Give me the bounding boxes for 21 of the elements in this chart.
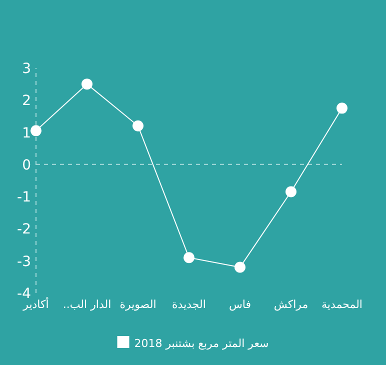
point (336, 102, 348, 114)
x-tick-label: فاس (228, 298, 252, 311)
point (184, 252, 194, 264)
point (132, 120, 144, 132)
legend-label: سعر المتر مربع بشتنبر 2018 (134, 337, 269, 350)
y-tick-label: 2 (22, 93, 31, 110)
point (82, 78, 92, 90)
y-tick-label: 1 (22, 125, 31, 142)
x-tick-label: المحمدية (322, 298, 362, 311)
point (30, 125, 42, 136)
y-tick-label: -3 (17, 254, 31, 270)
point (286, 186, 296, 198)
x-tick-label: الدار الب.. (62, 298, 112, 311)
point (234, 262, 246, 273)
y-tick-label: 3 (22, 61, 31, 77)
y-tick-label: -1 (17, 190, 31, 206)
x-tick-label: الصويرة (120, 298, 156, 311)
x-tick-label: مراكش (274, 298, 308, 311)
x-tick-label: الجديدة (172, 298, 206, 311)
y-tick-label: -2 (17, 222, 31, 238)
y-tick-label: 0 (22, 157, 31, 174)
